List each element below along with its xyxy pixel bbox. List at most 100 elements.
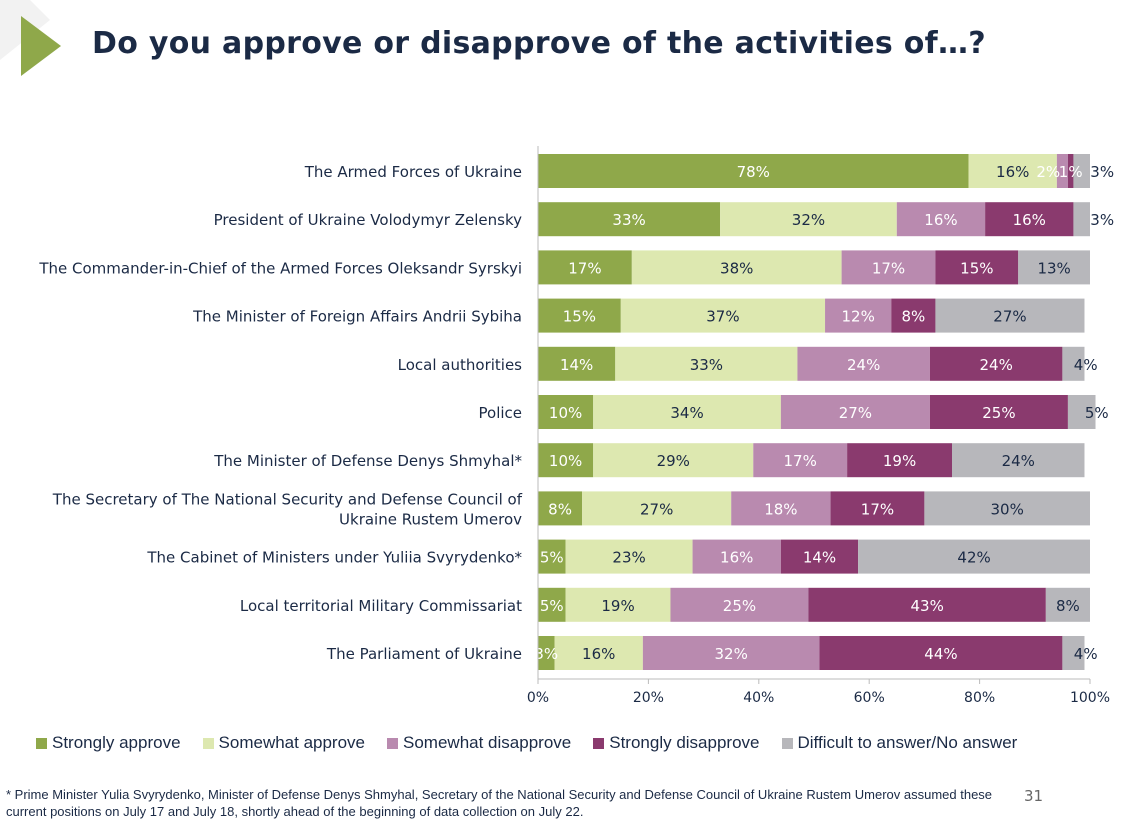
data-label: 16%: [1013, 211, 1046, 229]
bar-segment: [582, 491, 732, 526]
data-label: 42%: [957, 549, 990, 567]
bar-segment: [720, 202, 897, 237]
bar-segment: [538, 491, 583, 526]
data-label: 16%: [720, 549, 753, 567]
x-tick-label: 0%: [527, 690, 549, 706]
data-label: 19%: [883, 452, 916, 470]
data-label: 4%: [1074, 356, 1098, 374]
bar-segment: [1062, 636, 1085, 670]
legend-item: Somewhat disapprove: [387, 733, 571, 753]
bar-segment: [1067, 395, 1096, 429]
data-label: 17%: [784, 452, 817, 470]
data-label: 15%: [960, 259, 993, 277]
bar-segment: [1067, 154, 1074, 188]
data-label: 15%: [563, 308, 596, 326]
legend-swatch: [202, 737, 214, 749]
bar-segment: [620, 298, 826, 333]
category-label: The Parliament of Ukraine: [326, 645, 522, 663]
x-tick-label: 80%: [964, 690, 995, 706]
bar-segment: [631, 250, 842, 285]
legend-swatch: [781, 737, 793, 749]
data-label: 24%: [847, 356, 880, 374]
bar-segment: [935, 298, 1085, 333]
data-label: 78%: [737, 163, 770, 181]
category-label: The Armed Forces of Ukraine: [304, 163, 522, 181]
x-tick-label: 40%: [743, 690, 774, 706]
category-label: Local territorial Military Commissariat: [240, 597, 522, 615]
data-label: 27%: [640, 500, 673, 518]
bar-segment: [1018, 250, 1090, 285]
data-label: 14%: [803, 549, 836, 567]
bar-segment: [780, 539, 859, 574]
data-label: 16%: [924, 211, 957, 229]
data-label: 8%: [1056, 597, 1080, 615]
legend-label: Strongly approve: [52, 733, 181, 752]
bar-segment: [593, 395, 781, 429]
data-label: 4%: [1074, 645, 1098, 663]
legend-item: Difficult to answer/No answer: [781, 733, 1018, 753]
data-label: 5%: [1085, 404, 1109, 422]
page-title: Do you approve or disapprove of the acti…: [92, 26, 987, 61]
footnote: * Prime Minister Yulia Svyrydenko, Minis…: [6, 787, 993, 819]
legend: Strongly approve Somewhat approve Somewhat…: [36, 733, 1017, 753]
data-label: 27%: [839, 404, 872, 422]
bar-segment: [896, 202, 986, 237]
bar-segment: [538, 250, 632, 285]
bar-segment: [593, 443, 754, 478]
category-label: Police: [479, 404, 523, 422]
legend-swatch: [36, 737, 47, 749]
bar-segment: [538, 202, 721, 237]
legend-item: Strongly disapprove: [593, 733, 760, 753]
legend-label: Difficult to answer/No answer: [797, 733, 1018, 752]
legend-swatch: [593, 737, 605, 749]
category-label: The Minister of Defense Denys Shmyhal*: [213, 452, 522, 470]
bar-segment: [819, 636, 1063, 670]
data-label: 5%: [540, 549, 564, 567]
category-label: The Secretary of The National Security a…: [52, 490, 523, 528]
data-label: 32%: [715, 645, 748, 663]
data-label: 3%: [1090, 163, 1114, 181]
bar-segment: [797, 346, 930, 381]
legend-item: Strongly approve: [36, 733, 181, 753]
bar-segment: [565, 587, 671, 622]
bar-segment: [847, 443, 952, 478]
data-label: 10%: [549, 404, 582, 422]
category-label: The Minister of Foreign Affairs Andrii S…: [192, 308, 522, 326]
bar-segment: [538, 587, 566, 622]
bar-segment: [731, 491, 831, 526]
bar-segment: [825, 298, 892, 333]
bar-segment: [968, 154, 1057, 188]
data-label: 17%: [568, 259, 601, 277]
data-label: 27%: [993, 308, 1026, 326]
bar-segment: [841, 250, 936, 285]
data-label: 33%: [690, 356, 723, 374]
data-label: 44%: [924, 645, 957, 663]
data-label: 38%: [720, 259, 753, 277]
legend-label: Strongly disapprove: [609, 733, 760, 752]
category-label: President of Ukraine Volodymyr Zelensky: [214, 211, 522, 229]
page-number: 31: [1024, 787, 1044, 805]
bar-segment: [615, 346, 798, 381]
data-label: 24%: [979, 356, 1012, 374]
data-label: 25%: [982, 404, 1015, 422]
bar-segment: [985, 202, 1074, 237]
bar-segment: [1073, 202, 1090, 237]
data-label: 17%: [861, 500, 894, 518]
bar-segment: [753, 443, 848, 478]
data-label: 2%: [1036, 163, 1060, 181]
data-label: 5%: [540, 597, 564, 615]
slide-arrow-icon: [0, 0, 61, 76]
bar-segment: [1056, 154, 1068, 188]
data-label: 17%: [872, 259, 905, 277]
legend-swatch: [387, 737, 399, 749]
data-label: 43%: [910, 597, 943, 615]
bar-segment: [538, 636, 555, 670]
bar-segment: [780, 395, 930, 429]
data-label: 14%: [560, 356, 593, 374]
data-label: 18%: [764, 500, 797, 518]
bar-segment: [538, 395, 594, 429]
data-label: 25%: [723, 597, 756, 615]
data-label: 29%: [657, 452, 690, 470]
bar-segment: [830, 491, 925, 526]
bar-segment: [808, 587, 1046, 622]
